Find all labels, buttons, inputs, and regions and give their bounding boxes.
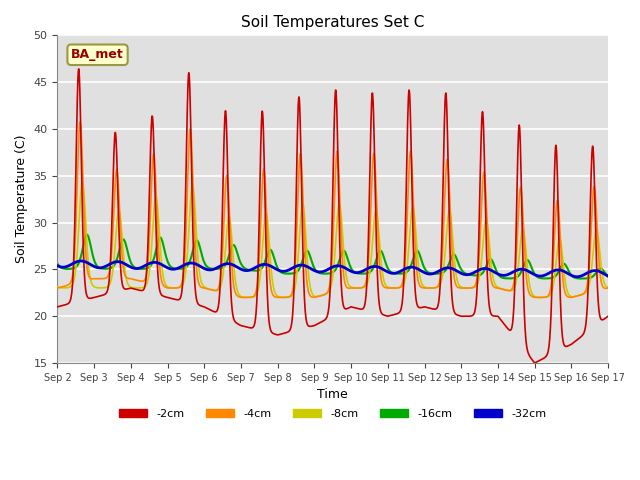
Text: BA_met: BA_met (71, 48, 124, 61)
X-axis label: Time: Time (317, 388, 348, 401)
Legend: -2cm, -4cm, -8cm, -16cm, -32cm: -2cm, -4cm, -8cm, -16cm, -32cm (115, 404, 550, 423)
Title: Soil Temperatures Set C: Soil Temperatures Set C (241, 15, 424, 30)
Y-axis label: Soil Temperature (C): Soil Temperature (C) (15, 135, 28, 264)
